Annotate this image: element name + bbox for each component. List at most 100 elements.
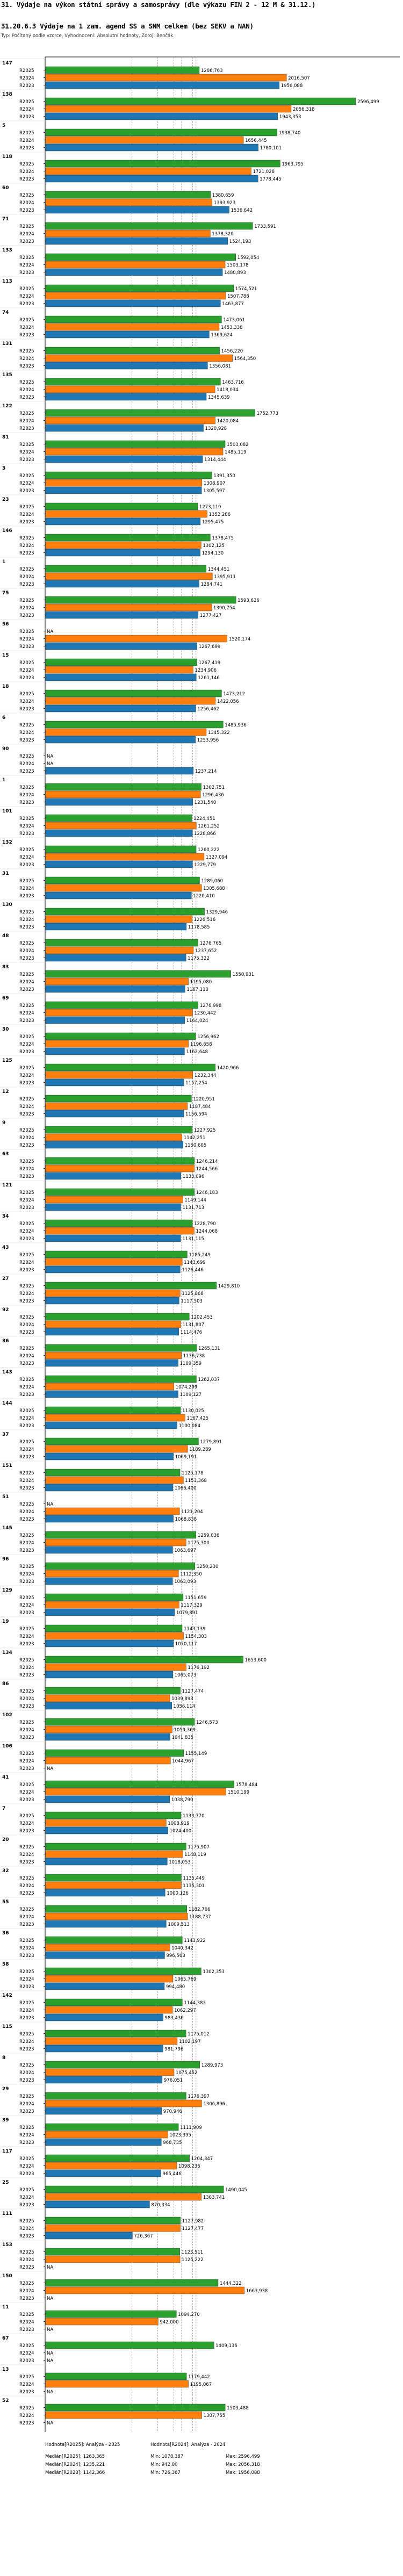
- series-label: R2023: [19, 987, 34, 992]
- series-label: R2023: [19, 2047, 34, 2052]
- series-label: R2025: [19, 1533, 34, 1538]
- value-label: 1164,024: [186, 1018, 208, 1024]
- group-label: 5: [2, 123, 5, 128]
- na-label: NA: [47, 2327, 53, 2333]
- bar: [45, 1656, 243, 1664]
- bar: [45, 829, 193, 837]
- value-label: 1133,096: [183, 1174, 205, 1179]
- value-label: 1143,699: [184, 1260, 206, 1265]
- value-label: 1109,359: [180, 1361, 202, 1366]
- value-label: 1230,442: [194, 1011, 216, 1016]
- group-label: 34: [2, 1214, 9, 1219]
- bar: [45, 1967, 202, 1975]
- series-label: R2023: [19, 1797, 34, 1803]
- series-label: R2025: [19, 1845, 34, 1850]
- bar: [45, 2123, 179, 2131]
- legend-head: Hodnota[R2025]: Analýza - 2025: [45, 2442, 120, 2448]
- bar: [45, 1359, 178, 1367]
- group-label: 39: [2, 2118, 9, 2123]
- bar: [45, 1639, 174, 1647]
- group-label: 131: [2, 341, 12, 347]
- bar: [45, 876, 200, 884]
- bar: [45, 565, 206, 573]
- bar: [45, 409, 255, 417]
- na-label: NA: [47, 1502, 53, 1507]
- bar: [45, 923, 187, 931]
- series-label: R2025: [19, 318, 34, 323]
- value-label: 1182,766: [189, 1907, 211, 1912]
- value-label: 1422,056: [217, 699, 239, 704]
- series-label: R2025: [19, 2188, 34, 2193]
- bar: [45, 1811, 182, 1819]
- group-label: 41: [2, 1775, 9, 1780]
- bar: [45, 1406, 181, 1414]
- series-label: R2023: [19, 1922, 34, 1927]
- value-label: 1256,962: [197, 1034, 219, 1040]
- bar: [45, 128, 278, 136]
- series-label: R2024: [19, 1541, 34, 1546]
- bar: [45, 798, 193, 806]
- bar: [45, 2131, 168, 2139]
- bar: [45, 642, 197, 650]
- value-label: 1127,474: [182, 1689, 204, 1694]
- group-label: 106: [2, 1744, 12, 1749]
- value-label: 1178,585: [188, 925, 210, 930]
- series-label: R2024: [19, 387, 34, 393]
- group-label: 113: [2, 279, 12, 284]
- value-label: 1550,931: [233, 972, 255, 977]
- value-label: 1279,891: [200, 1440, 222, 1445]
- series-label: R2025: [19, 2156, 34, 2162]
- bar: [45, 1725, 172, 1733]
- group-label: 144: [2, 1401, 12, 1406]
- series-label: R2025: [19, 1190, 34, 1196]
- bar: [45, 2006, 173, 2014]
- series-label: R2024: [19, 2133, 34, 2138]
- bar: [45, 814, 192, 822]
- series-label: R2025: [19, 380, 34, 385]
- series-label: R2025: [19, 754, 34, 759]
- series-label: R2025: [19, 1159, 34, 1164]
- bar: [45, 1258, 183, 1266]
- value-label: 1127,477: [182, 2226, 204, 2232]
- value-label: 1167,425: [186, 1416, 208, 1421]
- series-label: R2024: [19, 1852, 34, 1858]
- bar: [45, 2162, 177, 2170]
- bar: [45, 822, 197, 830]
- group-label: 1: [2, 778, 5, 783]
- series-label: R2023: [19, 520, 34, 525]
- group-label: 60: [2, 185, 9, 191]
- bar: [45, 471, 212, 479]
- series-label: R2025: [19, 692, 34, 697]
- series-label: R2023: [19, 1579, 34, 1585]
- value-label: 1176,192: [188, 1665, 210, 1671]
- series-label: R2025: [19, 2032, 34, 2037]
- bar: [45, 1531, 196, 1539]
- series-label: R2024: [19, 1229, 34, 1234]
- series-label: R2023: [19, 1205, 34, 1211]
- series-label: R2023: [19, 1891, 34, 1896]
- series-label: R2024: [19, 1042, 34, 1047]
- value-label: 1065,073: [175, 1673, 197, 1678]
- group-label: 125: [2, 1058, 12, 1063]
- bar: [45, 1951, 165, 1959]
- series-label: R2025: [19, 1876, 34, 1881]
- series-label: R2025: [19, 2281, 34, 2286]
- bar: [45, 666, 193, 674]
- bar: [45, 884, 202, 892]
- value-label: 942,000: [160, 2320, 178, 2325]
- series-label: R2025: [19, 2063, 34, 2068]
- bar: [45, 1313, 190, 1321]
- series-label: R2024: [19, 1572, 34, 1577]
- series-label: R2025: [19, 847, 34, 853]
- series-label: R2023: [19, 956, 34, 961]
- bar: [45, 1819, 167, 1827]
- series-label: R2024: [19, 1634, 34, 1639]
- series-label: R2024: [19, 1696, 34, 1702]
- group-label: 92: [2, 1307, 9, 1313]
- bar: [45, 704, 196, 713]
- bar: [45, 455, 203, 463]
- bar: [45, 1702, 172, 1710]
- series-label: R2023: [19, 1486, 34, 1491]
- value-label: 1187,484: [189, 1104, 211, 1110]
- bar: [45, 1421, 177, 1429]
